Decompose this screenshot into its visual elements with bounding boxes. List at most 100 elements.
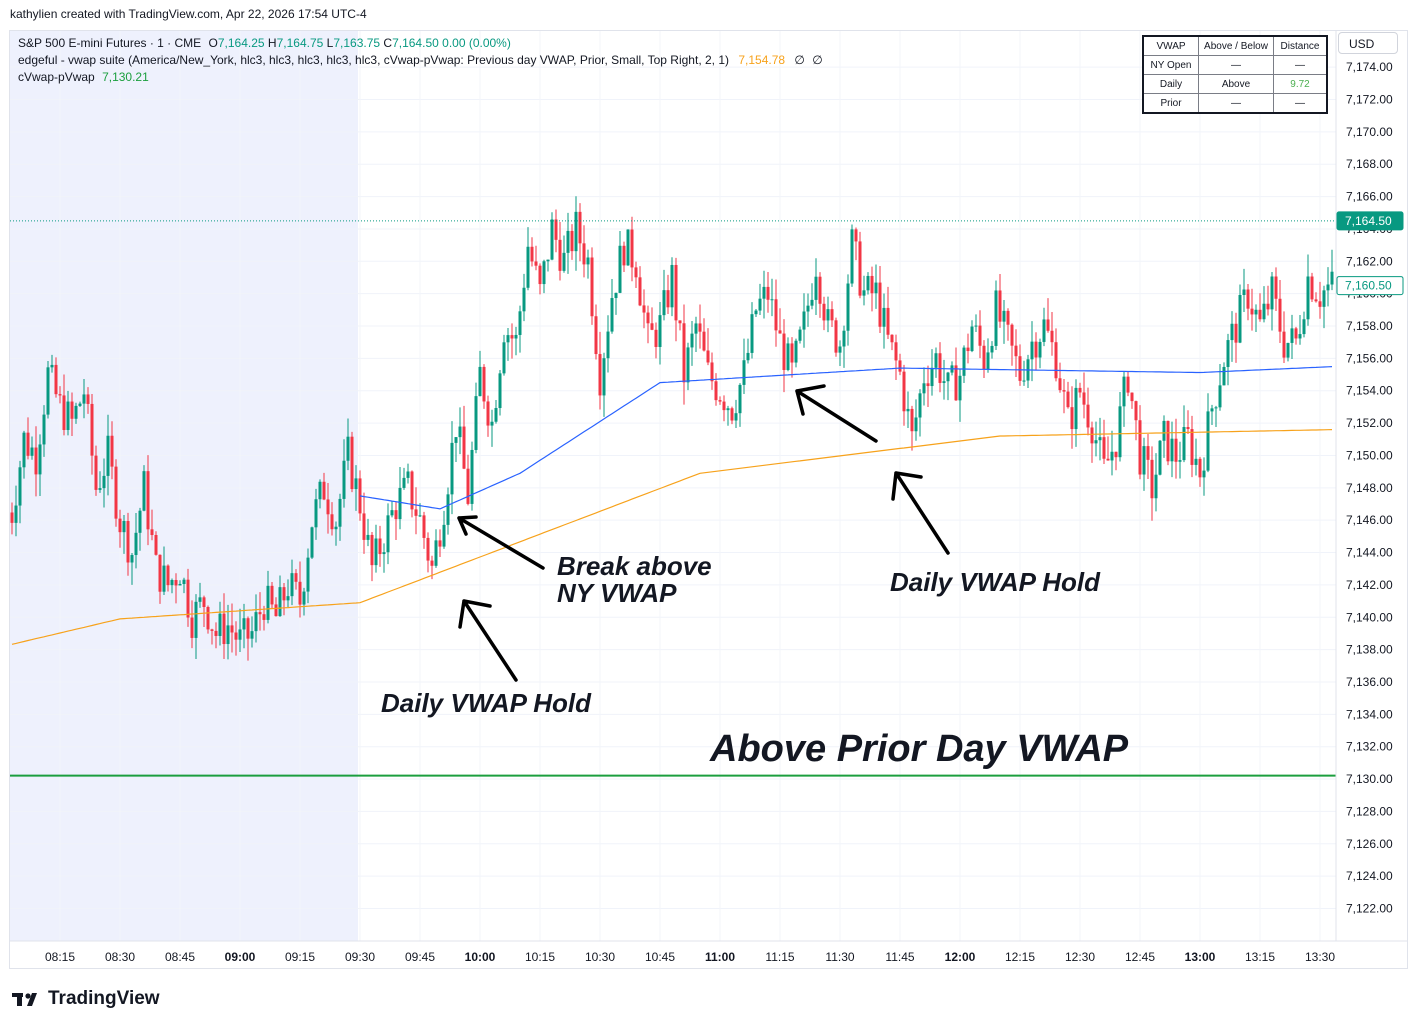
candle-body[interactable] [742, 360, 746, 385]
candle-body[interactable] [690, 333, 694, 348]
candle-body[interactable] [30, 447, 34, 456]
candle-body[interactable] [118, 518, 122, 533]
candle-body[interactable] [986, 352, 990, 370]
candle-body[interactable] [1238, 294, 1242, 343]
candle-body[interactable] [318, 481, 322, 500]
candle-body[interactable] [1046, 319, 1050, 331]
candle-body[interactable] [786, 343, 790, 370]
candle-body[interactable] [462, 426, 466, 469]
candle-body[interactable] [762, 286, 766, 299]
candle-body[interactable] [1066, 391, 1070, 408]
candle-body[interactable] [814, 276, 818, 300]
candle-body[interactable] [86, 394, 90, 404]
candle-body[interactable] [766, 286, 770, 300]
candle-body[interactable] [702, 331, 706, 351]
candle-body[interactable] [558, 239, 562, 271]
candle-body[interactable] [406, 471, 410, 478]
candle-body[interactable] [1270, 276, 1274, 310]
candle-body[interactable] [354, 478, 358, 490]
candle-body[interactable] [366, 534, 370, 540]
candle-body[interactable] [646, 312, 650, 324]
candle-body[interactable] [1298, 334, 1302, 339]
candle-body[interactable] [1002, 310, 1006, 322]
candle-body[interactable] [346, 436, 350, 461]
candle-body[interactable] [938, 353, 942, 383]
candle-body[interactable] [74, 405, 78, 419]
candle-body[interactable] [570, 230, 574, 252]
candle-body[interactable] [102, 475, 106, 489]
candle-body[interactable] [826, 309, 830, 321]
candle-body[interactable] [186, 579, 190, 618]
candle-body[interactable] [42, 414, 46, 445]
candle-body[interactable] [230, 625, 234, 633]
candle-body[interactable] [582, 243, 586, 265]
candle-body[interactable] [594, 316, 598, 355]
candle-body[interactable] [382, 552, 386, 555]
candle-body[interactable] [606, 331, 610, 359]
candle-body[interactable] [1050, 330, 1054, 343]
candle-body[interactable] [1058, 378, 1062, 391]
candle-body[interactable] [806, 305, 810, 312]
candle-body[interactable] [866, 275, 870, 291]
candle-body[interactable] [1218, 385, 1222, 408]
candle-body[interactable] [534, 261, 538, 266]
candle-body[interactable] [78, 403, 82, 406]
candle-body[interactable] [22, 432, 26, 468]
candle-body[interactable] [106, 435, 110, 476]
candle-body[interactable] [222, 613, 226, 645]
indicator-legend[interactable]: edgeful - vwap suite (America/New_York, … [18, 53, 823, 67]
candle-body[interactable] [182, 579, 186, 585]
candle-body[interactable] [654, 329, 658, 347]
candle-body[interactable] [834, 320, 838, 353]
candle-body[interactable] [1202, 470, 1206, 478]
candle-body[interactable] [1134, 401, 1138, 421]
candle-body[interactable] [1190, 429, 1194, 465]
candle-body[interactable] [70, 401, 74, 419]
candle-body[interactable] [302, 591, 306, 605]
candle-body[interactable] [478, 366, 482, 397]
candle-body[interactable] [38, 444, 42, 475]
candle-body[interactable] [442, 524, 446, 547]
candle-body[interactable] [498, 373, 502, 409]
candle-body[interactable] [1018, 356, 1022, 381]
candle-body[interactable] [714, 381, 718, 401]
candle-body[interactable] [710, 362, 714, 382]
candle-body[interactable] [670, 264, 674, 308]
candle-body[interactable] [334, 526, 338, 530]
candle-body[interactable] [1094, 440, 1098, 444]
candle-body[interactable] [658, 315, 662, 347]
series2-legend[interactable]: cVwap-pVwap 7,130.21 [18, 70, 149, 84]
candle-body[interactable] [1086, 404, 1090, 428]
candle-body[interactable] [1262, 303, 1266, 320]
candle-body[interactable] [734, 413, 738, 421]
candle-body[interactable] [306, 557, 310, 592]
candle-body[interactable] [830, 309, 834, 321]
candle-body[interactable] [610, 298, 614, 332]
candle-body[interactable] [458, 426, 462, 438]
candle-body[interactable] [726, 408, 730, 411]
candle-body[interactable] [434, 540, 438, 566]
candle-body[interactable] [342, 460, 346, 499]
candle-body[interactable] [446, 494, 450, 525]
candle-body[interactable] [962, 347, 966, 376]
candle-body[interactable] [526, 246, 530, 288]
candle-body[interactable] [926, 383, 930, 387]
candle-body[interactable] [914, 417, 918, 432]
candle-body[interactable] [718, 400, 722, 402]
candle-body[interactable] [338, 498, 342, 527]
candle-body[interactable] [1062, 390, 1066, 392]
candle-body[interactable] [746, 352, 750, 361]
candle-body[interactable] [466, 468, 470, 504]
candle-body[interactable] [1126, 376, 1130, 393]
candle-body[interactable] [958, 375, 962, 401]
candle-body[interactable] [402, 477, 406, 488]
candle-body[interactable] [486, 401, 490, 426]
candle-body[interactable] [438, 540, 442, 547]
candle-body[interactable] [310, 527, 314, 558]
candle-body[interactable] [326, 499, 330, 515]
candle-body[interactable] [114, 466, 118, 519]
candle-body[interactable] [202, 597, 206, 607]
candle-body[interactable] [1082, 392, 1086, 405]
candle-body[interactable] [590, 257, 594, 317]
candle-body[interactable] [242, 618, 246, 630]
